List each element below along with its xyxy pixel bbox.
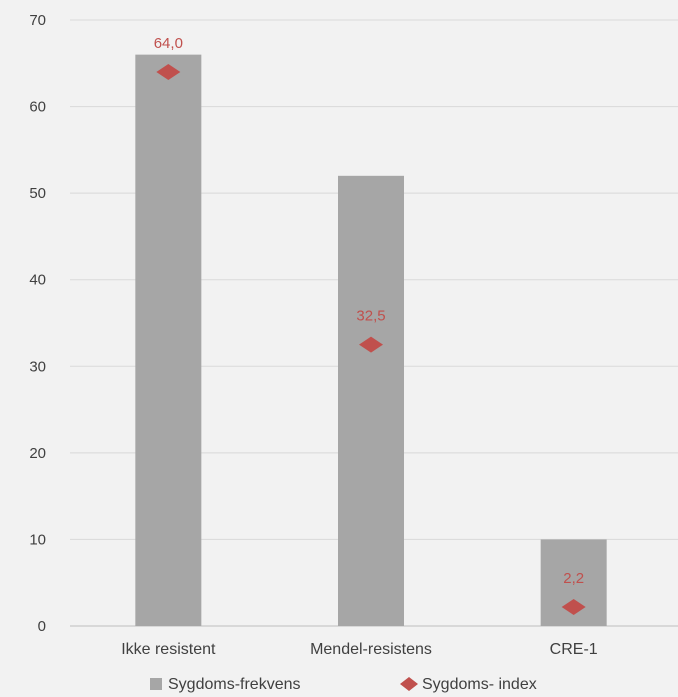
data-labels: 64,0 32,5 2,2	[154, 35, 584, 587]
y-tick-label: 50	[29, 185, 46, 202]
diamond-marker	[359, 336, 383, 353]
y-tick-label: 60	[29, 99, 46, 116]
legend-swatch-bar	[150, 678, 162, 690]
bar	[135, 54, 202, 627]
y-tick-label: 10	[29, 531, 46, 548]
legend-label-marker: Sygdoms- index	[422, 676, 537, 693]
x-category-label: CRE-1	[550, 641, 598, 658]
bar-series	[135, 54, 607, 627]
legend-swatch-diamond	[400, 677, 418, 691]
data-label: 64,0	[154, 35, 183, 52]
data-label: 32,5	[356, 308, 385, 325]
bar	[338, 175, 404, 627]
y-tick-label: 30	[29, 358, 46, 375]
legend-label-bar: Sygdoms-frekvens	[168, 676, 301, 693]
diamond-marker	[561, 598, 586, 615]
data-label: 2,2	[563, 570, 584, 587]
x-category-label: Mendel-resistens	[310, 641, 432, 658]
y-tick-label: 40	[29, 272, 46, 289]
marker-series	[156, 63, 586, 615]
y-axis-ticks: 0 10 20 30 40 50 60 70	[29, 12, 46, 635]
y-tick-label: 70	[29, 12, 46, 29]
y-tick-label: 0	[38, 618, 46, 635]
legend: Sygdoms-frekvens Sygdoms- index	[150, 676, 537, 693]
x-category-label: Ikke resistent	[121, 641, 216, 658]
x-axis-labels: Ikke resistent Mendel-resistens CRE-1	[121, 641, 598, 658]
diamond-marker	[156, 63, 181, 80]
y-tick-label: 20	[29, 445, 46, 462]
